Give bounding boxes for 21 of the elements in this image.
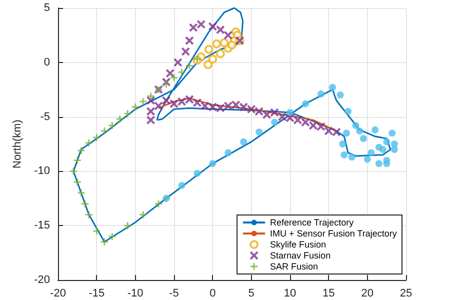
x-tick-label: 25	[400, 288, 412, 300]
x-tick-label: -10	[127, 288, 144, 300]
y-tick-label: 5	[44, 2, 50, 14]
y-tick-label: 0	[44, 56, 50, 68]
legend-label: Reference Trajectory	[270, 218, 354, 228]
x-tick-label: 5	[248, 288, 254, 300]
x-tick-label: 0	[210, 288, 216, 300]
legend-label: SAR Fusion	[270, 262, 318, 272]
y-tick-label: -10	[34, 165, 50, 178]
x-tick-label: 10	[284, 288, 296, 300]
y-tick-label: -20	[34, 274, 50, 286]
x-tick-label: 15	[322, 288, 335, 300]
legend-label: Skylife Fusion	[270, 240, 326, 250]
x-tick-label: -5	[169, 288, 179, 300]
x-tick-label: 20	[361, 288, 374, 300]
x-tick-label: -15	[88, 288, 105, 300]
legend-label: Starnav Fusion	[270, 250, 331, 260]
legend-label: IMU + Sensor Fusion Trajectory	[270, 228, 398, 238]
y-axis-title: North(km)	[12, 120, 24, 168]
y-tick-label: -15	[34, 220, 50, 232]
y-tick-label: -5	[40, 110, 50, 123]
